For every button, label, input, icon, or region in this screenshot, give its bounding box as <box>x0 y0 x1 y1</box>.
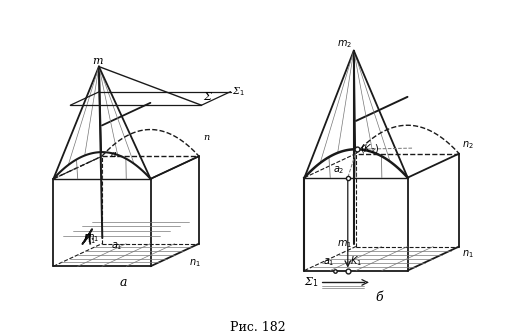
Text: $n_1$: $n_1$ <box>189 257 201 269</box>
Text: $n_1$: $n_1$ <box>462 248 474 261</box>
Text: Σ$_1$: Σ$_1$ <box>304 276 318 289</box>
Text: n: n <box>203 133 209 142</box>
Text: $a_1$: $a_1$ <box>111 240 122 252</box>
Text: $a_1$: $a_1$ <box>323 257 334 269</box>
Text: $П_1$: $П_1$ <box>83 232 95 246</box>
Text: $m_1$: $m_1$ <box>336 238 352 249</box>
Text: Σ: Σ <box>203 92 211 102</box>
Text: $m_2$: $m_2$ <box>337 38 352 50</box>
Text: б: б <box>375 292 382 305</box>
Text: а: а <box>120 276 127 289</box>
Text: $(K_2)$: $(K_2)$ <box>360 142 380 156</box>
Text: $K_1$: $K_1$ <box>350 255 362 269</box>
Text: $n_2$: $n_2$ <box>462 140 474 151</box>
Text: $a_2$: $a_2$ <box>333 164 345 176</box>
Text: m: m <box>93 56 103 65</box>
Text: a: a <box>111 150 117 159</box>
Text: Σ$_1$: Σ$_1$ <box>232 85 246 98</box>
Text: Рис. 182: Рис. 182 <box>230 321 286 334</box>
Text: $m_1$: $m_1$ <box>84 232 100 244</box>
